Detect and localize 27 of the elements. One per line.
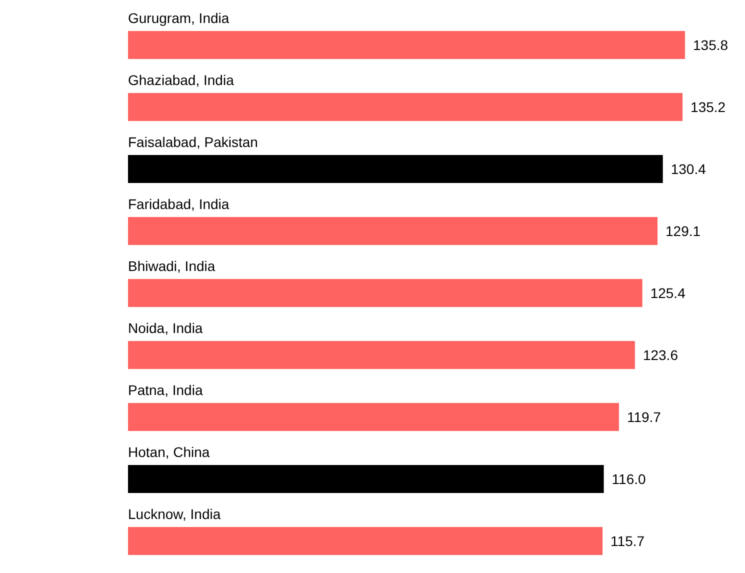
bar — [128, 341, 635, 369]
y-tick-label: Noida, India — [128, 320, 203, 336]
y-tick-label: Ghaziabad, India — [128, 72, 234, 88]
data-label: 135.8 — [693, 36, 728, 53]
bar — [128, 465, 604, 493]
data-label: 125.4 — [650, 284, 686, 301]
data-label: 130.4 — [670, 160, 706, 177]
bar — [128, 155, 663, 183]
bar — [128, 527, 603, 555]
y-tick-label: Patna, India — [128, 382, 203, 398]
bar — [128, 31, 685, 59]
data-label: 135.2 — [690, 98, 726, 115]
y-tick-label: Faisalabad, Pakistan — [128, 134, 258, 150]
bar — [128, 279, 642, 307]
data-label: 123.6 — [642, 346, 678, 363]
bar — [128, 217, 658, 245]
y-tick-label: Hotan, China — [128, 444, 210, 460]
y-tick-label: Faridabad, India — [128, 196, 230, 212]
data-label: 115.7 — [610, 532, 645, 549]
y-tick-label: Bhiwadi, India — [128, 258, 216, 274]
y-tick-label: Lucknow, India — [128, 506, 221, 522]
bar — [128, 403, 619, 431]
data-label: 129.1 — [666, 222, 701, 239]
data-label: 119.7 — [626, 408, 662, 425]
y-tick-label: Gurugram, India — [128, 10, 230, 26]
bar — [128, 93, 683, 121]
data-label: 116.0 — [612, 470, 646, 487]
